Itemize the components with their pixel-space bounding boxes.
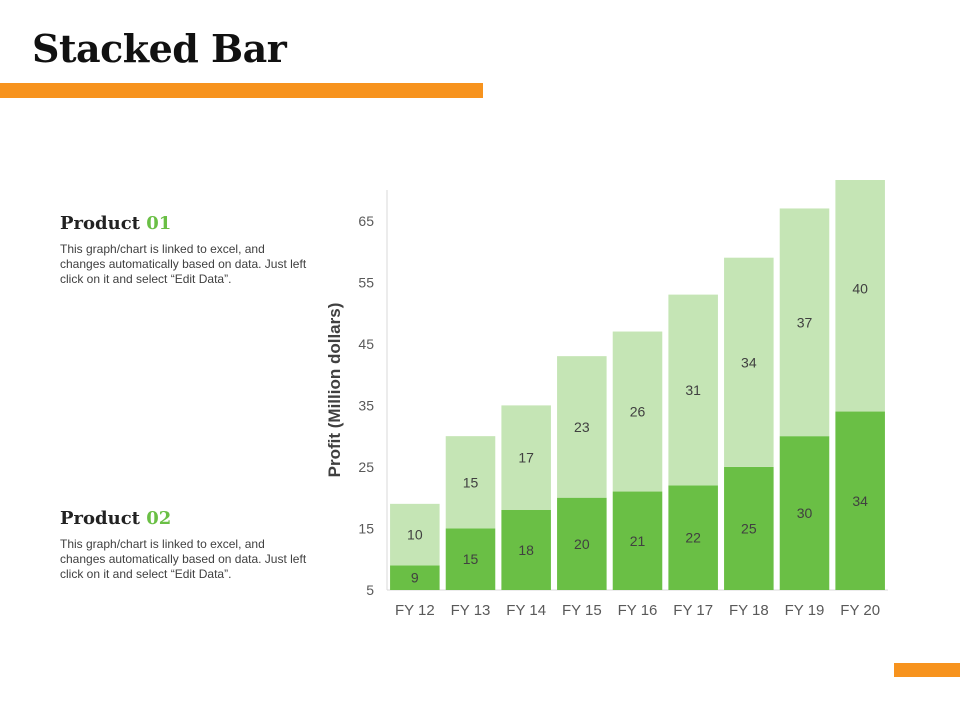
x-tick-label: FY 12 <box>395 602 435 619</box>
corner-accent-bar <box>894 663 960 677</box>
bar-series1-fy-20 <box>835 411 885 590</box>
bar-series2-fy-13 <box>445 436 496 529</box>
bar-series1-fy-12 <box>390 565 440 590</box>
x-tick-label: FY 19 <box>785 602 825 619</box>
x-tick-label: FY 14 <box>506 602 546 619</box>
bar-series2-fy-16 <box>612 331 663 492</box>
data-label: 15 <box>463 474 479 490</box>
product-02-label: Product <box>60 508 140 529</box>
y-tick-label: 25 <box>358 459 374 475</box>
product-01-block: Product 01 This graph/chart is linked to… <box>60 213 310 287</box>
data-label: 23 <box>574 419 590 435</box>
bar-series1-fy-17 <box>668 485 718 590</box>
data-label: 34 <box>741 354 757 370</box>
data-label: 37 <box>797 314 813 330</box>
x-tick-label: FY 18 <box>729 602 769 619</box>
product-02-number: 02 <box>146 508 172 529</box>
y-tick-label: 35 <box>358 397 374 413</box>
data-label: 40 <box>852 280 868 296</box>
data-label: 18 <box>518 542 534 558</box>
bar-series2-fy-19 <box>779 208 830 437</box>
data-label: 30 <box>797 505 813 521</box>
data-label: 31 <box>685 382 701 398</box>
y-axis-title: Profit (Million dollars) <box>325 303 344 478</box>
data-label: 21 <box>630 533 646 549</box>
title-accent-bar <box>0 83 483 98</box>
x-tick-label: FY 13 <box>451 602 491 619</box>
bar-series1-fy-15 <box>557 497 607 590</box>
bar-series2-fy-17 <box>668 294 718 486</box>
y-tick-label: 15 <box>358 520 374 536</box>
bar-series2-fy-18 <box>724 257 774 467</box>
y-tick-label: 45 <box>358 336 374 352</box>
bar-series2-fy-14 <box>501 405 551 510</box>
stacked-bar-chart: 5 15 25 35 45 55 65 Profit (Million dollars) 9 10… <box>325 180 888 619</box>
data-label: 9 <box>411 570 419 586</box>
data-label: 15 <box>463 551 479 567</box>
product-02-heading: Product 02 <box>60 508 310 529</box>
product-01-label: Product <box>60 213 140 234</box>
data-label: 17 <box>518 450 534 466</box>
x-tick-label: FY 15 <box>562 602 602 619</box>
bar-series1-fy-16 <box>612 491 663 590</box>
bar-series1-fy-18 <box>724 466 774 590</box>
data-label: 10 <box>407 527 423 543</box>
x-tick-label: FY 20 <box>840 602 880 619</box>
y-tick-label: 65 <box>358 213 374 229</box>
data-label: 22 <box>685 530 701 546</box>
product-01-description: This graph/chart is linked to excel, and… <box>60 242 307 286</box>
data-label: 26 <box>630 404 646 420</box>
bar-series1-fy-13 <box>445 528 496 590</box>
product-01-heading: Product 01 <box>60 213 310 234</box>
x-tick-label: FY 16 <box>618 602 658 619</box>
product-02-block: Product 02 This graph/chart is linked to… <box>60 508 310 582</box>
y-tick-label: 55 <box>358 274 374 290</box>
y-tick-label: 5 <box>366 582 374 598</box>
product-01-number: 01 <box>146 213 172 234</box>
bar-series2-fy-12 <box>390 503 440 566</box>
x-tick-label: FY 17 <box>673 602 713 619</box>
bar-series2-fy-15 <box>557 356 607 498</box>
product-02-description: This graph/chart is linked to excel, and… <box>60 537 307 581</box>
data-label: 25 <box>741 520 757 536</box>
page-title: Stacked Bar <box>32 26 287 71</box>
data-label: 34 <box>852 493 868 509</box>
bar-series1-fy-14 <box>501 510 551 590</box>
data-label: 20 <box>574 536 590 552</box>
bar-series1-fy-19 <box>779 436 830 590</box>
bar-series2-fy-20 <box>835 180 885 412</box>
